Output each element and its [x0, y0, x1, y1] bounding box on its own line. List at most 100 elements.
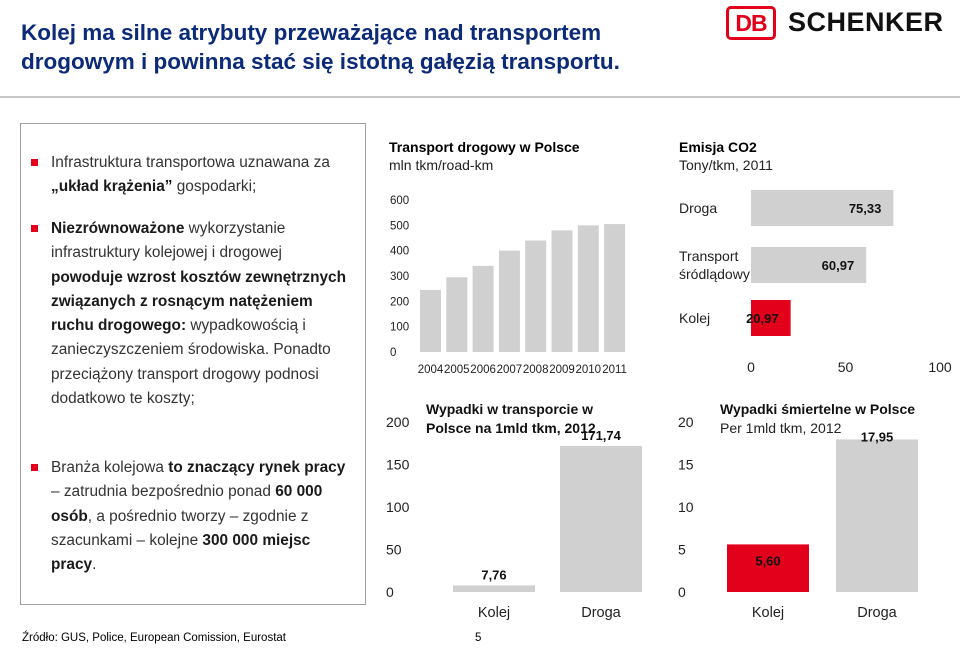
co2-chart-title: Emisja CO2 — [679, 139, 757, 155]
chart-subtitle: Per 1mld tkm, 2012 — [720, 420, 842, 436]
x-tick-label: 2008 — [523, 364, 549, 376]
fatal-accidents-chart: Wypadki śmiertelne w Polsce Per 1mld tkm,… — [678, 401, 918, 621]
value-label: 75,33 — [849, 201, 882, 216]
chart-title-line: Wypadki w transporcie w — [426, 401, 593, 417]
x-tick-label: 0 — [747, 359, 755, 375]
bullet-text-segment: , a pośrednio tworzy – zgodnie z szacunk… — [51, 507, 309, 549]
y-tick-label: 50 — [386, 542, 402, 558]
bar-2006 — [472, 265, 494, 352]
y-tick-label: 20 — [678, 414, 694, 430]
db-schenker-logo: DB SCHENKER — [726, 6, 943, 42]
bar-2005 — [446, 277, 468, 352]
co2-chart-header: Emisja CO2 Tony/tkm, 2011 — [679, 138, 773, 174]
bullet-text-bold: 60 000 osób — [51, 483, 323, 525]
bar-2009 — [551, 230, 573, 352]
x-tick-label: 2006 — [470, 364, 496, 376]
header-divider — [0, 96, 960, 98]
y-tick-label: 5 — [678, 542, 686, 558]
value-label: 7,76 — [481, 567, 506, 582]
bullet-text-bold: 300 000 miejsc pracy — [51, 531, 311, 574]
bullet-text-segment: wykorzystanie infrastruktury kolejowej i… — [51, 220, 286, 262]
bar-2008 — [525, 240, 547, 352]
x-tick-label: 50 — [838, 359, 854, 375]
bullet-text: Branża kolejowa to znaczący rynek pracy … — [51, 456, 357, 577]
y-tick-label: 0 — [386, 584, 394, 600]
x-tick-label: 2010 — [576, 364, 602, 376]
accidents-chart: Wypadki w transporcie w Polsce na 1mld tk… — [386, 401, 642, 621]
y-tick-label: 100 — [386, 499, 410, 515]
x-tick-label: 2007 — [497, 364, 523, 376]
bar-2007 — [498, 250, 520, 352]
title-line-1: Kolej ma silne atrybuty przeważające nad… — [21, 20, 602, 45]
x-tick-label: Kolej — [478, 605, 510, 621]
value-label: 5,60 — [755, 553, 780, 568]
bullet-text: Niezrównoważone wykorzystanie infrastruk… — [51, 217, 357, 411]
y-tick-label: 200 — [386, 414, 410, 430]
y-tick-label: 100 — [390, 322, 409, 334]
bullet-text-segment: . — [92, 556, 97, 574]
bar-Droga — [836, 439, 918, 592]
x-tick-label: Droga — [581, 605, 621, 621]
bullet-text-bold: Niezrównoważone — [51, 220, 185, 237]
bullet-text-segment: gospodarki; — [172, 178, 257, 196]
bullet-text-bold: powoduje wzrost kosztów zewnętrznych zwi… — [51, 268, 347, 335]
y-tick-label: 200 — [390, 296, 409, 308]
road-chart-subtitle: mln tkm/road-km — [389, 157, 494, 173]
value-label: 171,74 — [581, 428, 622, 443]
bullet-text-segment: Infrastruktura transportowa uznawana za — [51, 154, 330, 171]
road-chart-header: Transport drogowy w Polsce mln tkm/road-… — [389, 138, 580, 174]
y-tick-label: 300 — [390, 271, 409, 283]
value-label: 17,95 — [861, 429, 894, 444]
bullet-text-segment: wypadkowością i zanieczyszczeniem środow… — [51, 317, 331, 408]
bullet-text-segment: Branża kolejowa — [51, 459, 169, 476]
y-tick-label: 150 — [386, 457, 410, 473]
value-label: 20,97 — [746, 311, 779, 326]
bullet-square-icon — [31, 464, 38, 471]
x-tick-label: 2009 — [549, 364, 575, 376]
x-tick-label: 2004 — [418, 364, 444, 376]
road-chart-title: Transport drogowy w Polsce — [389, 139, 580, 155]
bar-Droga — [751, 190, 894, 226]
y-tick-label: 500 — [390, 220, 409, 232]
co2-chart-subtitle: Tony/tkm, 2011 — [679, 157, 773, 173]
bullet-text-segment: – zatrudnia bezpośrednio ponad — [51, 483, 276, 501]
schenker-wordmark: SCHENKER — [788, 7, 944, 37]
bar-Transport śródlądowy — [751, 247, 867, 283]
bullet-text-bold: „układ krążenia” — [51, 178, 173, 196]
x-tick-label: 2005 — [444, 364, 470, 376]
bullet-text: Infrastruktura transportowa uznawana za … — [51, 151, 357, 200]
bullet-external-costs: Niezrównoważone wykorzystanie infrastruk… — [31, 217, 357, 411]
bar-Kolej — [727, 544, 809, 592]
y-tick-label: 0 — [390, 347, 396, 359]
y-tick-label: 10 — [678, 499, 694, 515]
bullet-text-bold: to znaczący rynek pracy — [168, 459, 346, 476]
bullet-square-icon — [31, 159, 38, 166]
category-label: Kolej — [679, 310, 710, 326]
bar-2004 — [420, 289, 441, 352]
x-tick-label: 100 — [928, 359, 952, 375]
x-tick-label: 2011 — [602, 364, 627, 376]
category-label: Droga — [679, 200, 717, 216]
co2-emission-chart: Droga 75,33 Transport śródlądowy 60,97 Kolej 2… — [679, 190, 952, 375]
chart-title: Wypadki śmiertelne w Polsce — [720, 401, 915, 417]
page-title: Kolej ma silne atrybuty przeważające nad… — [21, 18, 701, 76]
bar-Kolej — [453, 585, 535, 592]
page-number: 5 — [475, 632, 482, 644]
y-tick-label: 15 — [678, 457, 694, 473]
y-tick-label: 600 — [390, 195, 409, 207]
bar-2010 — [577, 225, 599, 352]
chart-title-line: Polsce na 1mld tkm, 2012 — [426, 420, 596, 436]
category-label: Transport — [679, 248, 739, 264]
category-label: śródlądowy — [679, 266, 750, 282]
value-label: 60,97 — [822, 258, 855, 273]
y-tick-label: 400 — [390, 246, 409, 258]
bar-Kolej — [751, 300, 791, 336]
x-tick-label: Droga — [857, 605, 897, 621]
x-tick-label: Kolej — [752, 605, 784, 621]
title-line-2: drogowym i powinna stać się istotną gałę… — [21, 49, 620, 74]
y-tick-label: 0 — [678, 584, 686, 600]
source-footnote: Źródło: GUS, Police, European Comission,… — [22, 632, 286, 644]
bullet-square-icon — [31, 225, 38, 232]
db-logo-mark: DB — [726, 6, 776, 40]
